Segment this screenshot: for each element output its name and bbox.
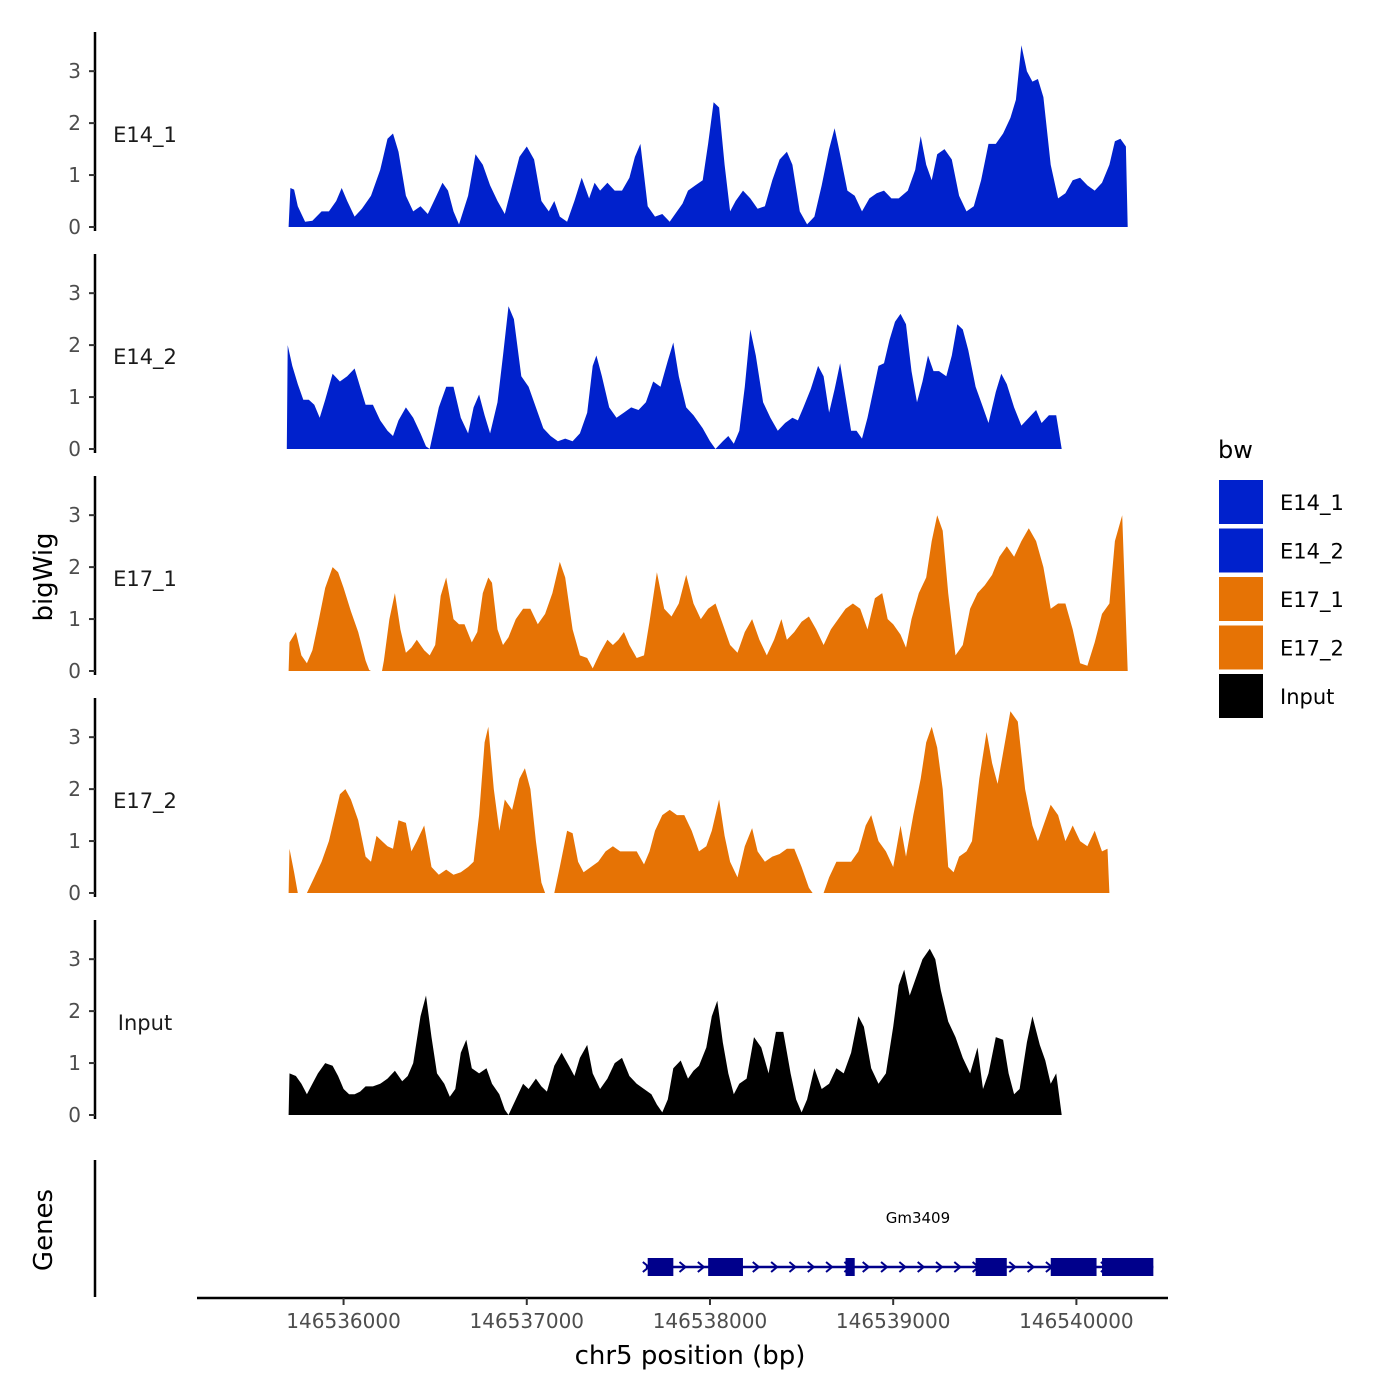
y-tick-label: 0 [68, 881, 81, 905]
y-tick-label: 0 [68, 1103, 81, 1127]
legend-swatch [1219, 480, 1263, 524]
series-area-e14-1 [288, 45, 1128, 228]
gene-exon [708, 1258, 743, 1276]
strand-arrow [880, 1261, 889, 1273]
legend-swatch [1219, 528, 1263, 573]
x-tick-label: 146536000 [286, 1309, 401, 1333]
strand-arrow [862, 1261, 871, 1273]
x-tick-label: 146539000 [836, 1309, 951, 1333]
y-tick-label: 0 [68, 437, 81, 461]
strand-arrow [678, 1261, 688, 1273]
track-label: E17_2 [113, 789, 177, 814]
x-tick-label: 146540000 [1019, 1309, 1134, 1333]
y-tick-label: 2 [68, 555, 81, 579]
legend-label: E14_1 [1280, 491, 1344, 516]
gene-exon [845, 1258, 855, 1276]
y-tick-label: 2 [68, 777, 81, 801]
y-tick-label: 3 [68, 281, 81, 305]
legend-item-e14-2: E14_2 [1219, 528, 1344, 573]
legend-item-e17-1: E17_1 [1219, 577, 1344, 621]
gene-name-label: Gm3409 [886, 1209, 950, 1227]
tracks-layer: 0 1 2 3 E14_1 0 1 2 3 E14_2 0 1 2 3 E17_1 0 1 2 3 E17_2 0 1 2 3… [68, 32, 1128, 1127]
y-tick-label: 1 [68, 163, 81, 187]
series-area-e17-1 [288, 515, 1128, 671]
strand-arrow [935, 1261, 944, 1273]
gene-exon [1050, 1258, 1097, 1276]
y-tick-label: 2 [68, 111, 81, 135]
track-panel-input: 0 1 2 3 Input [68, 920, 1062, 1127]
y-tick-label: 0 [68, 215, 81, 239]
track-panel-e17-2: 0 1 2 3 E17_2 [68, 698, 1110, 905]
strand-arrow [788, 1261, 797, 1273]
strand-arrow [1008, 1261, 1017, 1273]
strand-arrow [807, 1261, 816, 1273]
legend-label: E14_2 [1280, 540, 1344, 565]
strand-arrow [752, 1261, 761, 1273]
y-tick-label: 0 [68, 659, 81, 683]
legend-label: E17_1 [1280, 588, 1344, 613]
legend-item-e14-1: E14_1 [1219, 480, 1344, 524]
y-tick-label: 2 [68, 999, 81, 1023]
series-area-input [288, 948, 1062, 1115]
y-tick-label: 3 [68, 503, 81, 527]
y-tick-label: 1 [68, 385, 81, 409]
track-label: E14_1 [113, 123, 177, 148]
legend-label: E17_2 [1280, 637, 1344, 662]
y-axis-title: bigWig [29, 532, 59, 621]
strand-arrow [770, 1261, 779, 1273]
track-label: Input [118, 1011, 172, 1035]
strand-arrow [917, 1261, 926, 1273]
gene-exon [1102, 1258, 1154, 1276]
strand-arrow [1026, 1261, 1036, 1273]
series-area-e17-2 [288, 711, 1110, 893]
gene-exon [975, 1258, 1007, 1276]
legend-swatch [1219, 674, 1263, 718]
x-axis-title: chr5 position (bp) [575, 1341, 806, 1371]
y-tick-label: 1 [68, 1051, 81, 1075]
y-tick-label: 1 [68, 607, 81, 631]
track-label: E17_1 [113, 567, 177, 592]
genes-axis-title: Genes [29, 1189, 59, 1271]
track-panel-e14-2: 0 1 2 3 E14_2 [68, 254, 1062, 461]
strand-arrow [898, 1261, 907, 1273]
track-panel-e17-1: 0 1 2 3 E17_1 [68, 476, 1128, 683]
strand-arrow [697, 1261, 706, 1273]
gene-exon [647, 1258, 674, 1276]
genes-layer: Gm3409 [93, 1160, 1154, 1297]
legend-label: Input [1280, 685, 1334, 709]
x-tick-label: 146538000 [653, 1309, 768, 1333]
strand-arrow [953, 1261, 962, 1273]
y-tick-label: 3 [68, 59, 81, 83]
legend-swatch [1219, 625, 1263, 670]
track-panel-e14-1: 0 1 2 3 E14_1 [68, 32, 1128, 239]
legend-swatch [1219, 577, 1263, 621]
y-tick-label: 2 [68, 333, 81, 357]
legend-item-e17-2: E17_2 [1219, 625, 1344, 670]
strand-arrow [825, 1261, 834, 1273]
x-axis: 146536000 146537000 146538000 146539000 1465… [197, 1296, 1168, 1333]
track-label: E14_2 [113, 345, 177, 370]
y-tick-label: 3 [68, 947, 81, 971]
gene-model: Gm3409 [642, 1209, 1154, 1276]
series-area-e14-2 [286, 306, 1062, 449]
y-tick-label: 3 [68, 725, 81, 749]
legend-title: bw [1218, 436, 1253, 464]
y-tick-label: 1 [68, 829, 81, 853]
legend-item-input: Input [1219, 674, 1334, 718]
x-tick-label: 146537000 [470, 1309, 585, 1333]
legend: bw E14_1 E14_2 E17_1 E17_2 Input [1218, 436, 1344, 718]
